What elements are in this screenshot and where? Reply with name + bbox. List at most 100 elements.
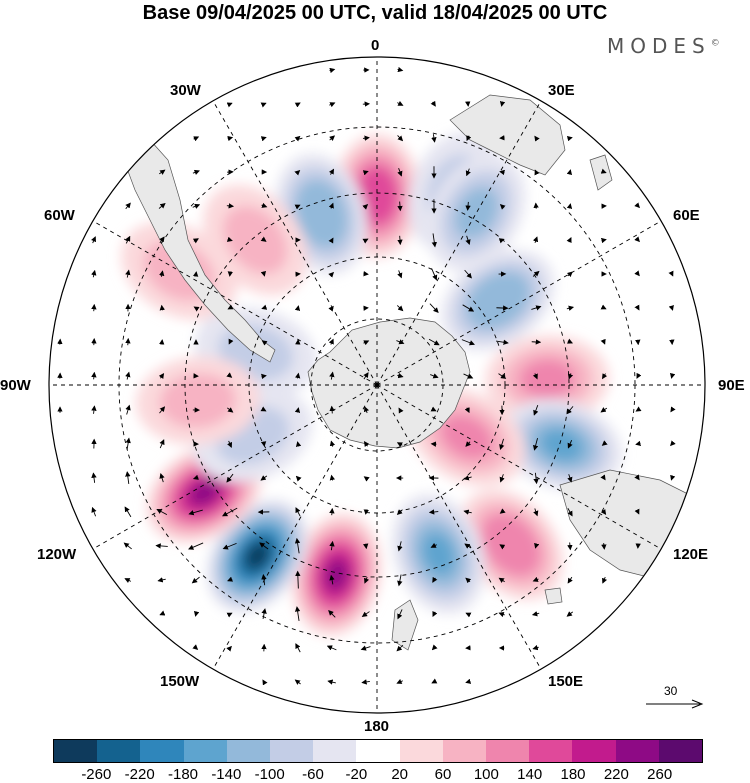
wind-vector [362, 238, 369, 244]
wind-vector [329, 540, 335, 551]
wind-vector [362, 170, 369, 176]
wind-vector [567, 439, 573, 449]
wind-vector [431, 268, 438, 281]
lon-label-30w: 30W [170, 82, 201, 99]
colorbar-tick-label: 140 [517, 766, 543, 783]
wind-vector [328, 305, 334, 312]
wind-vector [532, 644, 539, 651]
wind-vector [329, 135, 336, 141]
wind-vector [159, 236, 165, 244]
anomaly-contour [422, 533, 455, 575]
wind-vector [634, 474, 640, 481]
lon-label-90w: 90W [0, 377, 31, 394]
wind-vector [91, 269, 97, 278]
wind-vector [396, 678, 404, 684]
wind-vector [397, 66, 404, 73]
wind-vector [192, 474, 199, 480]
wind-vector [532, 236, 539, 244]
wind-vector [465, 441, 471, 447]
colorbar-segment [399, 740, 443, 762]
lon-label-30e: 30E [548, 82, 575, 99]
wind-vector [531, 611, 540, 617]
anomaly-contour [492, 525, 530, 564]
reference-vector-arrow [646, 699, 704, 709]
lon-label-120e: 120E [673, 546, 709, 563]
wind-vector [498, 612, 505, 618]
wind-vector [328, 202, 334, 209]
wind-vector [125, 235, 131, 244]
meridian-line [376, 100, 542, 386]
wind-vector [361, 679, 370, 685]
wind-vector [91, 371, 97, 380]
wind-vector [294, 204, 301, 210]
wind-vector [329, 474, 336, 481]
wind-vector [567, 576, 573, 584]
wind-vector [364, 576, 370, 584]
wind-vector [260, 441, 267, 447]
wind-vector [600, 338, 606, 345]
meridian-line [376, 220, 662, 386]
meridian-line [376, 384, 662, 550]
wind-vector [668, 304, 674, 311]
anomaly-contour [364, 178, 390, 214]
wind-vector [261, 304, 268, 310]
wind-vector [329, 507, 335, 516]
south-pole-marker [374, 382, 380, 388]
wind-vector [431, 644, 438, 651]
tasmania [544, 587, 563, 605]
wind-vector [600, 509, 607, 516]
wind-vector [158, 202, 166, 209]
wind-vector [397, 135, 404, 142]
wind-vector [567, 542, 573, 551]
lon-label-60w: 60W [44, 207, 75, 224]
colorbar-tick-label: -60 [302, 766, 324, 783]
wind-vector [532, 437, 539, 451]
wind-vector [222, 542, 237, 550]
wind-vector [566, 169, 573, 176]
wind-vector [294, 537, 301, 554]
wind-vector [499, 508, 506, 514]
anomaly-contour [519, 359, 575, 399]
wind-vector [361, 611, 370, 617]
wind-vector [328, 237, 334, 244]
wind-vector [397, 609, 403, 620]
wind-vector [397, 270, 403, 279]
wind-vector [294, 102, 301, 108]
wind-vector [634, 202, 640, 209]
wind-vector [465, 577, 472, 584]
wind-vector [159, 270, 165, 277]
wind-vector [260, 270, 266, 277]
colorbar-tick-label: 180 [560, 766, 586, 783]
wind-vector [397, 574, 403, 587]
wind-vector [534, 169, 540, 176]
wind-vector [227, 440, 233, 448]
wind-vector [397, 372, 404, 379]
wind-vector [636, 372, 642, 379]
colorbar-segment [572, 740, 616, 762]
wind-vector [432, 576, 438, 583]
anomaly-contour [441, 415, 493, 459]
colorbar-tick-label: 60 [434, 766, 452, 783]
wind-vector [294, 679, 301, 685]
wind-vector [159, 169, 166, 175]
wind-vector [193, 306, 200, 312]
wind-vector [328, 610, 336, 618]
wind-vector [670, 406, 676, 413]
wind-vector [499, 438, 505, 451]
lon-label-60e: 60E [673, 207, 700, 224]
colorbar-segment [97, 740, 141, 762]
wind-vector [670, 474, 676, 481]
wind-vector [91, 472, 97, 483]
colorbar-segment [270, 740, 314, 762]
wind-vector [428, 338, 440, 346]
wind-vector [566, 203, 573, 210]
wind-vector [261, 202, 268, 208]
wind-vector [227, 576, 234, 582]
meridian-line [92, 384, 378, 550]
wind-vector [396, 442, 403, 448]
wind-vector [260, 236, 267, 242]
south-america [121, 139, 276, 363]
wind-vector [463, 373, 474, 379]
wind-vector [532, 270, 540, 277]
wind-vector [159, 473, 165, 483]
